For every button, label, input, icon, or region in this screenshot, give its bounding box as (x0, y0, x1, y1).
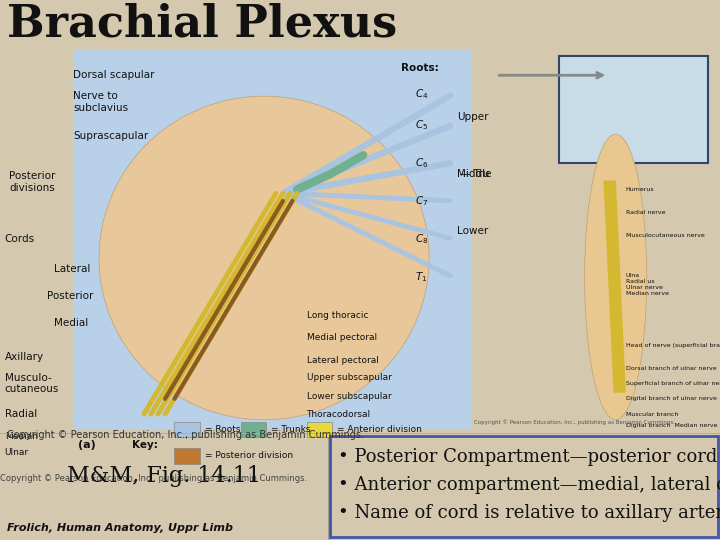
Text: Axillary: Axillary (5, 352, 44, 362)
Bar (307, 422, 333, 437)
Text: Lower subscapular: Lower subscapular (307, 393, 391, 401)
Text: = Roots: = Roots (205, 425, 240, 434)
Text: Cords: Cords (5, 234, 35, 244)
Text: Posterior: Posterior (48, 291, 94, 301)
Text: $C_7$: $C_7$ (415, 194, 428, 208)
Text: $C_6$: $C_6$ (415, 156, 428, 170)
Text: Brachial Plexus: Brachial Plexus (7, 3, 397, 46)
Text: Posterior
divisions: Posterior divisions (9, 171, 56, 193)
Text: Upper subscapular: Upper subscapular (307, 373, 392, 382)
Text: Medial pectoral: Medial pectoral (307, 333, 377, 342)
Text: Radial: Radial (5, 409, 37, 419)
Bar (174, 422, 200, 437)
Text: M&M, Fig. 14.11: M&M, Fig. 14.11 (67, 465, 261, 487)
Text: Ulna
Radial us
Ulnar nerve
Median nerve: Ulna Radial us Ulnar nerve Median nerve (626, 273, 669, 296)
Bar (174, 448, 200, 463)
FancyBboxPatch shape (73, 49, 472, 429)
Text: Thoracodorsal: Thoracodorsal (307, 409, 371, 418)
Text: $T_1$: $T_1$ (415, 270, 428, 284)
Text: Musculo-
cutaneous: Musculo- cutaneous (5, 373, 59, 394)
Ellipse shape (585, 134, 647, 420)
Text: Lateral pectoral: Lateral pectoral (307, 356, 379, 365)
Text: • Anterior compartment—medial, lateral cords: • Anterior compartment—medial, lateral c… (338, 476, 720, 494)
Text: Nerve to
subclavius: Nerve to subclavius (73, 91, 128, 113)
Text: $C_5$: $C_5$ (415, 118, 428, 132)
Text: = Anterior division: = Anterior division (337, 425, 422, 434)
Text: $C_8$: $C_8$ (415, 232, 428, 246)
Text: Muscular branch: Muscular branch (626, 411, 678, 416)
Bar (240, 422, 266, 437)
Text: Radial nerve: Radial nerve (626, 210, 665, 215)
Text: Lower: Lower (457, 226, 489, 237)
Text: Copyright © Pearson Education, Inc., publishing as Benjamin Cummings.: Copyright © Pearson Education, Inc., pub… (0, 474, 307, 483)
Text: • Name of cord is relative to axillary artery: • Name of cord is relative to axillary a… (338, 504, 720, 522)
Text: Copyright © Pearson Education, Inc., publishing as Benjamin Cummings.: Copyright © Pearson Education, Inc., pub… (7, 430, 364, 441)
Text: (a): (a) (78, 440, 96, 449)
Text: Upper: Upper (457, 112, 489, 122)
Text: Median: Median (5, 433, 37, 441)
Text: Medial: Medial (54, 318, 89, 328)
Text: Superficial branch of ulnar nerve: Superficial branch of ulnar nerve (626, 381, 720, 386)
Text: Dorsal scapular: Dorsal scapular (73, 70, 155, 80)
Text: Key:: Key: (132, 440, 158, 449)
Text: Head of nerve (superficial branch): Head of nerve (superficial branch) (626, 343, 720, 348)
Text: Middle: Middle (457, 169, 492, 179)
Ellipse shape (99, 96, 429, 420)
Text: = Trunks: = Trunks (271, 425, 310, 434)
Text: Long thoracic: Long thoracic (307, 310, 368, 320)
Text: Lateral: Lateral (54, 265, 91, 274)
Text: Frolich, Human Anatomy, Uppr Limb: Frolich, Human Anatomy, Uppr Limb (7, 523, 233, 534)
Text: Copyright © Pearson Education, Inc., publishing as Benjamin Cummings.: Copyright © Pearson Education, Inc., pub… (474, 420, 675, 426)
FancyBboxPatch shape (559, 56, 708, 163)
Text: — Tru: — Tru (460, 169, 489, 179)
Text: Humerus: Humerus (626, 187, 654, 192)
Text: Suprascapular: Suprascapular (73, 131, 148, 141)
Text: = Posterior division: = Posterior division (205, 451, 293, 461)
Text: Digital branch  Median nerve: Digital branch Median nerve (626, 423, 717, 428)
Text: • Posterior Compartment—posterior cord: • Posterior Compartment—posterior cord (338, 448, 718, 466)
Text: Musculocutaneous nerve: Musculocutaneous nerve (626, 233, 704, 238)
Text: Dorsal branch of ulnar nerve: Dorsal branch of ulnar nerve (626, 366, 716, 371)
Text: Ulnar: Ulnar (5, 448, 29, 457)
Text: $C_4$: $C_4$ (415, 87, 428, 101)
Text: Roots:: Roots: (401, 63, 438, 73)
FancyBboxPatch shape (330, 436, 718, 537)
Text: Digital branch of ulnar nerve: Digital branch of ulnar nerve (626, 396, 716, 401)
